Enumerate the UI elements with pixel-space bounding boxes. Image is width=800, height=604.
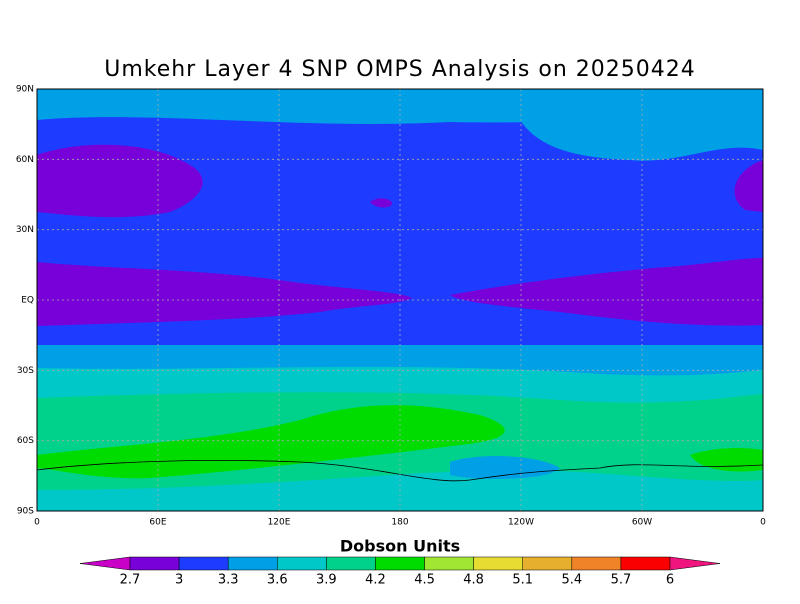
- lon-tick-label: 0: [34, 518, 40, 528]
- lon-tick-label: 0: [760, 518, 766, 528]
- colorbar-label: 4.5: [414, 573, 435, 588]
- lon-tick-label: 60E: [149, 518, 166, 528]
- colorbar-label: 5.7: [611, 573, 632, 588]
- lon-tick-label: 60W: [632, 518, 652, 528]
- colorbar-title: Dobson Units: [340, 537, 460, 556]
- contour-region: [734, 160, 763, 212]
- colorbar-label: 2.7: [120, 573, 141, 588]
- map-frame: [36, 88, 764, 512]
- colorbar-extension: [669, 556, 721, 571]
- lat-tick-label: 60S: [17, 436, 34, 446]
- lon-tick-label: 120E: [268, 518, 291, 528]
- lon-tick-label: 180: [391, 518, 408, 528]
- lat-tick-label: 30S: [17, 366, 34, 376]
- colorbar-label: 3.9: [316, 573, 337, 588]
- lat-tick-label: EQ: [21, 296, 34, 306]
- colorbar-box: [473, 556, 523, 571]
- title: Umkehr Layer 4 SNP OMPS Analysis on 2025…: [104, 57, 696, 82]
- colorbar-box: [277, 556, 327, 571]
- colorbar-label: 5.4: [561, 573, 582, 588]
- contour-region: [450, 456, 560, 480]
- colorbar-label: 3.3: [218, 573, 239, 588]
- colorbar-box: [326, 556, 376, 571]
- colorbar-box: [571, 556, 622, 571]
- colorbar-box: [424, 556, 474, 571]
- colorbar-box: [129, 556, 180, 571]
- coastline: [36, 460, 764, 482]
- lat-tick-label: 60N: [16, 155, 34, 165]
- colorbar-extension: [79, 556, 131, 571]
- contour-region: [37, 262, 412, 326]
- contour-region: [37, 144, 203, 218]
- lat-tick-label: 90N: [16, 85, 34, 95]
- contour-region: [450, 258, 763, 326]
- colorbar-label: 5.1: [512, 573, 533, 588]
- colorbar-label: 6: [666, 573, 674, 588]
- colorbar-box: [178, 556, 229, 571]
- colorbar-box: [375, 556, 425, 571]
- colorbar-box: [522, 556, 573, 571]
- lat-tick-label: 30N: [16, 225, 34, 235]
- colorbar-label: 3: [175, 573, 183, 588]
- colorbar-box: [227, 556, 278, 571]
- lat-tick-label: 90S: [17, 507, 34, 517]
- colorbar-label: 4.2: [365, 573, 386, 588]
- contour-region: [520, 104, 763, 161]
- colorbar-box: [620, 556, 671, 571]
- graticule: [37, 89, 763, 511]
- colorbar-label: 4.8: [463, 573, 484, 588]
- colorbar-label: 3.6: [267, 573, 288, 588]
- lon-tick-label: 120W: [508, 518, 534, 528]
- contour-region: [37, 405, 505, 479]
- contour-region: [370, 198, 392, 208]
